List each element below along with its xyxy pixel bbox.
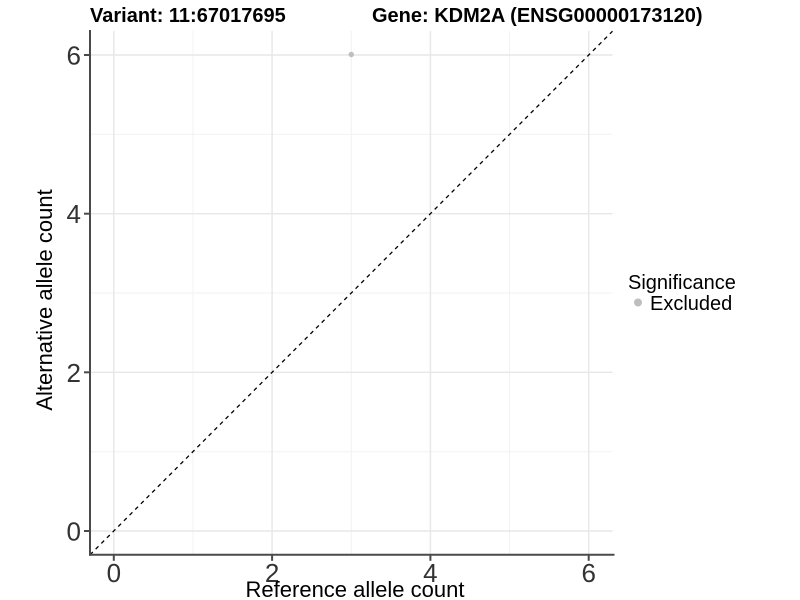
y-tick-label-4: 4 (67, 199, 81, 229)
legend: Significance Excluded (628, 272, 736, 315)
legend-point-swatch (634, 298, 642, 307)
x-tick-label-0: 0 (107, 558, 121, 588)
variant-title: Variant: 11:67017695 (90, 5, 286, 27)
y-axis-ticks (84, 54, 90, 532)
legend-title: Significance (628, 272, 736, 294)
data-point-excluded (348, 51, 354, 58)
x-tick-label-2: 2 (265, 558, 279, 588)
y-tick-label-6: 6 (67, 41, 81, 71)
x-tick-label-6: 6 (581, 558, 595, 588)
y-tick-label-0: 0 (67, 517, 81, 547)
x-axis-title: Reference allele count (246, 577, 465, 600)
gene-title: Gene: KDM2A (ENSG00000173120) (372, 5, 703, 27)
legend-item-label: Excluded (650, 293, 732, 315)
y-tick-label-2: 2 (67, 358, 81, 388)
legend-item-excluded: Excluded (634, 293, 732, 315)
identity-reference-line (89, 30, 613, 556)
y-axis-title: Alternative allele count (32, 189, 57, 410)
x-axis-ticks (112, 554, 590, 561)
x-tick-label-4: 4 (423, 558, 437, 588)
